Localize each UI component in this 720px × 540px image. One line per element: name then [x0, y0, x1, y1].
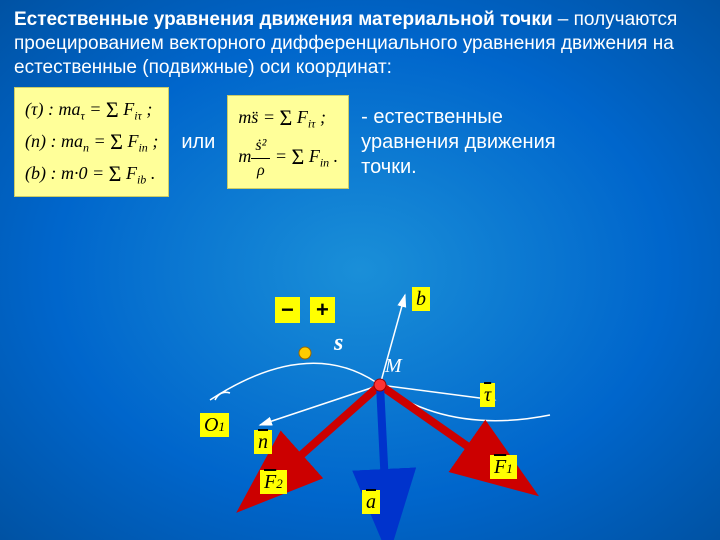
o1-label: O1 [200, 413, 229, 437]
start-point [299, 347, 311, 359]
o1-marker [215, 392, 230, 400]
f1-label: F1 [490, 455, 517, 479]
equation-description: - естественные уравнения движения точки. [361, 105, 591, 180]
equation-box-2: ms̈ = Σ Fiτ ; mṡ²ρ = Σ Fin . [227, 95, 349, 188]
f2-label: F2 [260, 470, 287, 494]
b-label: b [412, 287, 430, 311]
point-m [374, 379, 386, 391]
equation-box-1: (τ) : maτ = Σ Fiτ ; (n) : man = Σ Fin ; … [14, 87, 169, 197]
s-label: s [330, 329, 347, 358]
equation-row: (τ) : maτ = Σ Fiτ ; (n) : man = Σ Fin ; … [0, 79, 720, 205]
plus-label: + [310, 297, 335, 323]
tau-label: τ [480, 383, 495, 407]
n-label: n [254, 430, 272, 454]
or-label: или [181, 131, 215, 154]
f2-vector [290, 385, 380, 465]
title-bold: Естественные уравнения движения материал… [14, 9, 553, 30]
minus-label: − [275, 297, 300, 323]
m-label: М [385, 355, 402, 378]
vector-diagram: − + s b М O1 n τ F1 F2 a [230, 305, 530, 525]
a-label: a [362, 490, 380, 514]
a-vector [380, 385, 385, 485]
